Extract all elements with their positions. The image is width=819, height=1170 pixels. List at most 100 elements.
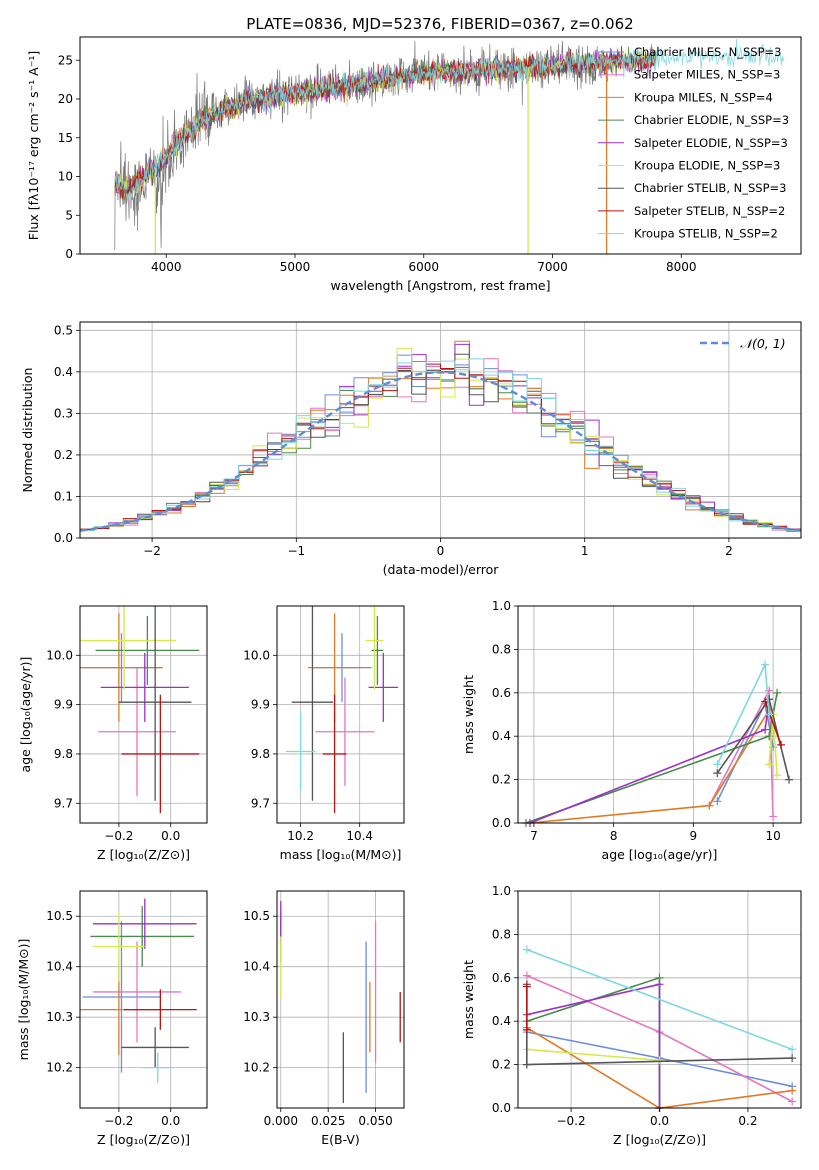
y-axis-label: mass weight (461, 675, 476, 754)
y-tick-label: 0.3 (54, 406, 73, 420)
age-vs-Z-plot (80, 606, 200, 814)
y-tick-label: 0.4 (492, 729, 511, 743)
legend-label: Kroupa MILES, N_SSP=4 (634, 90, 773, 104)
weight-point (713, 797, 722, 806)
weight-point (655, 1056, 664, 1065)
weight-series-line (526, 948, 793, 1051)
spectrum-plot (114, 38, 785, 254)
x-tick-label: −2 (143, 544, 161, 558)
y-tick-label: 10.2 (243, 1061, 270, 1075)
axes-frame (517, 605, 802, 824)
y-axis-label: Flux [fλ10⁻¹⁷ erg cm⁻² s⁻¹ A⁻¹] (26, 51, 41, 240)
y-tick-label: 5 (65, 208, 73, 222)
y-tick-label: 10.5 (243, 909, 270, 923)
x-tick-label: 0 (437, 544, 445, 558)
x-tick-label: 10.2 (287, 829, 314, 843)
weight-point (522, 971, 531, 980)
weight-point (785, 775, 794, 784)
y-tick-label: 0.6 (492, 971, 511, 985)
x-tick-label: 0.050 (358, 1114, 392, 1128)
x-tick-label: −1 (287, 544, 305, 558)
age-vs-mass-plot (285, 606, 399, 814)
y-tick-label: 10.5 (46, 909, 73, 923)
axes-frame (79, 605, 208, 824)
weight-point (788, 1054, 797, 1063)
y-tick-label: 20 (58, 92, 73, 106)
x-tick-label: 0.2 (738, 1114, 757, 1128)
y-tick-label: 10 (58, 170, 73, 184)
mass-vs-Z-plot (80, 898, 197, 1083)
y-axis-label: mass weight (461, 960, 476, 1039)
weight-point (655, 980, 664, 989)
y-tick-label: 0.4 (54, 365, 73, 379)
residual-histogram (80, 358, 801, 531)
weight-point (522, 1025, 531, 1034)
x-tick-label: 5000 (280, 260, 311, 274)
y-tick-label: 0.2 (492, 1058, 511, 1072)
y-tick-label: 1.0 (492, 884, 511, 898)
legend-label: Kroupa STELIB, N_SSP=2 (634, 227, 778, 241)
x-axis-label: (data-model)/error (383, 562, 500, 577)
axes-frame (79, 36, 802, 255)
y-axis-label: age [log₁₀(age/yr)] (18, 657, 33, 773)
y-tick-label: 1.0 (492, 599, 511, 613)
x-tick-label: 8 (610, 829, 618, 843)
x-tick-label: 0.025 (311, 1114, 345, 1128)
y-tick-label: 15 (58, 131, 73, 145)
x-tick-label: 10.4 (346, 829, 373, 843)
x-axis-label: mass [log₁₀(M/M⊙)] (280, 847, 402, 862)
x-tick-label: −0.2 (104, 1114, 133, 1128)
y-tick-label: 9.9 (54, 698, 73, 712)
y-tick-label: 9.9 (251, 698, 270, 712)
weight-point (765, 760, 774, 769)
chart-mass-vs-Z: −0.2 0.0 10.2 10.3 10.4 10.5 Z [log₁₀(Z/Z⊙)] ma… (16, 890, 208, 1147)
y-tick-label: 0.0 (492, 1101, 511, 1115)
y-axis-label: Normed distribution (20, 368, 35, 493)
residual-histogram (80, 353, 801, 532)
y-tick-label: 10.4 (243, 960, 270, 974)
weight-point (705, 801, 714, 810)
y-tick-label: 10.0 (46, 648, 73, 662)
y-tick-label: 0.4 (492, 1014, 511, 1028)
legend-label: Chabrier MILES, N_SSP=3 (634, 45, 781, 59)
x-tick-label: 10 (765, 829, 780, 843)
legend-label: 𝒩(0, 1) (740, 336, 786, 351)
spectrum-legend: Chabrier MILES, N_SSP=3 Salpeter MILES, N… (598, 45, 789, 241)
y-tick-label: 0.0 (54, 531, 73, 545)
weight-series-line (526, 976, 661, 1108)
weight-point (788, 1097, 797, 1106)
legend-label: Chabrier STELIB, N_SSP=3 (634, 181, 786, 195)
normal-reference-curve (80, 371, 801, 532)
weight-point (761, 725, 770, 734)
chart-residuals: −2 −1 0 1 2 0.0 0.1 0.2 0.3 0.4 0.5 (data-model)/er… (20, 321, 802, 577)
weight-point (788, 1045, 797, 1054)
y-tick-label: 10.2 (46, 1061, 73, 1075)
x-axis-label: E(B-V) (321, 1132, 360, 1147)
y-tick-label: 0 (65, 247, 73, 261)
weight-point (522, 945, 531, 954)
legend-label: Salpeter ELODIE, N_SSP=3 (634, 136, 788, 150)
x-tick-label: 2 (725, 544, 733, 558)
y-tick-label: 10.3 (46, 1010, 73, 1024)
axes-frame (79, 890, 208, 1109)
chart-mass-vs-EBV: 0.000 0.025 0.050 10.2 10.3 10.4 10.5 E(B-V) (243, 890, 405, 1147)
weight-series-line (526, 983, 661, 1108)
x-tick-label: 8000 (666, 260, 697, 274)
y-tick-label: 9.8 (54, 747, 73, 761)
y-tick-label: 0.1 (54, 489, 73, 503)
weight-point (522, 1060, 531, 1069)
y-tick-label: 0.8 (492, 642, 511, 656)
weight-point (773, 688, 782, 697)
x-tick-label: 4000 (151, 260, 182, 274)
y-tick-label: 10.0 (243, 648, 270, 662)
mass-vs-EBV-plot (280, 901, 401, 1103)
chart-spectrum: 4000 5000 6000 7000 8000 0 5 10 15 20 25 wavelength… (26, 36, 802, 293)
legend-label: Salpeter STELIB, N_SSP=2 (634, 204, 785, 218)
chart-weight-vs-Z: −0.2 0.0 0.2 0.0 0.2 0.4 0.6 0.8 1.0 Z [log₁₀(Z/Z… (461, 884, 802, 1147)
weight-point (713, 760, 722, 769)
weight-point (765, 710, 774, 719)
x-tick-label: −0.2 (556, 1114, 585, 1128)
chart-age-vs-mass: 10.2 10.4 9.7 9.8 9.9 10.0 mass [log₁₀(M/M⊙)] (243, 605, 405, 862)
weight-point (788, 1086, 797, 1095)
